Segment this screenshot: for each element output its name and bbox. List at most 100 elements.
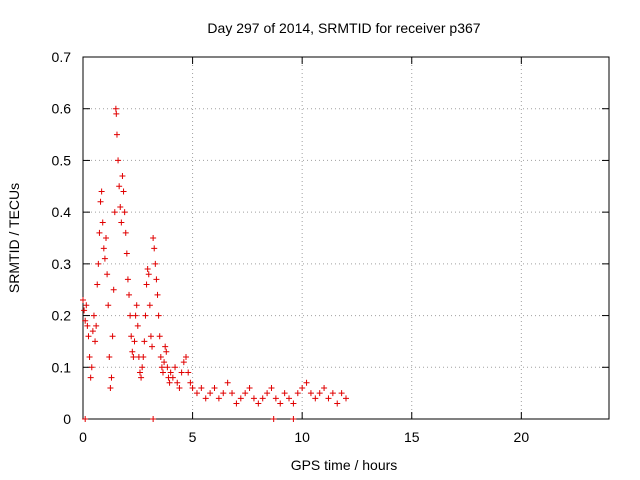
data-point	[84, 322, 91, 329]
data-point	[242, 390, 249, 397]
data-point	[133, 302, 140, 309]
data-point	[113, 131, 120, 138]
data-point	[334, 400, 341, 407]
data-point	[98, 188, 105, 195]
y-tick-label: 0.2	[52, 308, 72, 324]
data-point	[109, 333, 116, 340]
data-point	[329, 390, 336, 397]
data-point	[100, 245, 107, 252]
data-point	[111, 209, 118, 216]
data-point	[97, 198, 104, 205]
data-point	[85, 333, 92, 340]
data-point	[134, 322, 141, 329]
data-point	[321, 384, 328, 391]
data-point	[198, 384, 205, 391]
data-point	[106, 353, 113, 360]
data-point	[174, 379, 181, 386]
data-point	[82, 317, 89, 324]
y-tick-label: 0.3	[52, 256, 72, 272]
data-point	[290, 400, 297, 407]
data-point	[131, 338, 138, 345]
data-point	[153, 276, 160, 283]
data-point	[104, 271, 111, 278]
data-point	[277, 400, 284, 407]
data-point	[157, 353, 164, 360]
data-point	[92, 338, 99, 345]
data-point	[141, 338, 148, 345]
data-point	[161, 359, 168, 366]
data-points	[80, 105, 349, 422]
data-point	[83, 302, 90, 309]
data-point	[132, 312, 139, 319]
data-point	[143, 281, 150, 288]
data-point	[93, 322, 100, 329]
x-tick-label: 15	[404, 429, 420, 445]
data-point	[115, 157, 122, 164]
data-point	[105, 302, 112, 309]
data-point	[130, 353, 137, 360]
chart-title: Day 297 of 2014, SRMTID for receiver p36…	[207, 20, 480, 36]
data-point	[82, 416, 89, 422]
data-point	[237, 395, 244, 402]
data-point	[146, 302, 153, 309]
data-point	[150, 235, 157, 241]
data-point	[272, 395, 279, 402]
data-point	[224, 379, 231, 386]
data-point	[162, 343, 169, 350]
data-point	[299, 384, 306, 391]
data-point	[117, 203, 124, 210]
data-point	[110, 286, 117, 293]
data-point	[286, 395, 293, 402]
data-point	[338, 390, 345, 397]
y-tick-label: 0.6	[52, 101, 72, 117]
data-point	[108, 374, 115, 381]
data-point	[154, 291, 161, 298]
data-point	[246, 384, 253, 391]
data-point	[103, 235, 110, 241]
x-tick-label: 20	[514, 429, 530, 445]
data-point	[136, 369, 143, 376]
data-point	[86, 353, 93, 360]
data-point	[183, 353, 190, 360]
data-point	[96, 229, 103, 236]
data-point	[211, 384, 218, 391]
data-point	[307, 390, 314, 397]
data-point	[180, 359, 187, 366]
x-axis-tick-labels: 0 5 10 15 20	[79, 429, 529, 445]
data-point	[94, 281, 101, 288]
y-tick-label: 0.7	[52, 49, 72, 65]
x-tick-label: 10	[294, 429, 310, 445]
data-point	[163, 348, 170, 355]
data-point	[81, 307, 88, 314]
data-point	[166, 379, 173, 386]
data-point	[189, 384, 196, 391]
data-point	[158, 364, 165, 371]
data-point	[207, 390, 214, 397]
data-point	[119, 172, 126, 179]
data-point	[90, 312, 97, 319]
data-point	[264, 390, 271, 397]
data-point	[89, 328, 96, 335]
data-point	[140, 353, 147, 360]
x-tick-label: 0	[79, 429, 87, 445]
data-point	[268, 384, 275, 391]
data-point	[343, 395, 349, 402]
data-point	[159, 369, 166, 376]
x-tick-label: 5	[189, 429, 197, 445]
y-tick-label: 0.4	[52, 204, 72, 220]
data-point	[80, 297, 86, 304]
y-axis-title: SRMTID / TECUs	[6, 183, 22, 293]
data-point	[87, 374, 94, 381]
data-point	[138, 374, 145, 381]
data-point	[147, 333, 154, 340]
data-point	[139, 364, 146, 371]
data-point	[121, 209, 128, 216]
data-point	[270, 416, 277, 422]
data-point	[151, 245, 158, 252]
data-point	[312, 395, 319, 402]
data-point	[193, 390, 200, 397]
data-point	[316, 390, 323, 397]
data-point	[118, 219, 125, 226]
data-point	[142, 312, 149, 319]
